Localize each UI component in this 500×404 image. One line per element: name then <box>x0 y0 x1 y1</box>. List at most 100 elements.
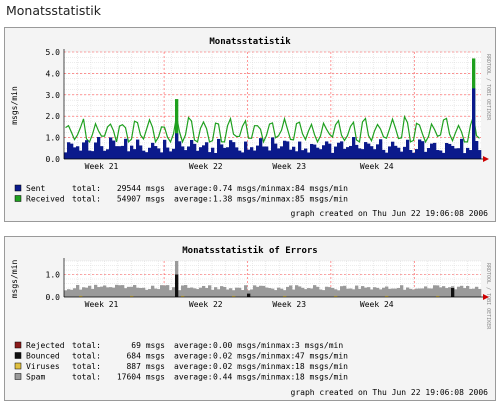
sent-bar <box>172 148 176 159</box>
sent-bar <box>247 149 251 159</box>
spam-bar <box>415 288 419 297</box>
sent-bar <box>337 142 341 159</box>
legend-max-label: max: <box>276 184 295 193</box>
x-tick-label: Week 22 <box>189 300 223 309</box>
sent-bar <box>124 138 128 159</box>
spam-bar <box>475 286 479 297</box>
x-tick-label: Week 24 <box>360 300 394 309</box>
spam-bar <box>472 288 476 297</box>
sent-bar <box>163 139 167 159</box>
sent-bar <box>418 139 422 159</box>
sent-bar <box>421 141 425 159</box>
sent-bar <box>313 144 317 159</box>
sent-bar <box>100 146 104 159</box>
sent-bar <box>448 143 452 159</box>
spam-bar <box>319 289 323 297</box>
spam-bar <box>289 285 293 297</box>
spam-bar <box>202 285 206 297</box>
bounced-bar <box>451 288 455 297</box>
spam-bar <box>148 289 152 297</box>
spam-bar <box>244 285 248 297</box>
sent-bar <box>361 149 365 159</box>
graph-footer: graph created on Thu Jun 22 19:06:08 200… <box>291 388 489 397</box>
spam-bar <box>310 288 314 297</box>
sent-bar <box>466 147 470 159</box>
sent-bar <box>184 150 188 159</box>
legend-average-label: average: <box>174 195 213 204</box>
spam-bar <box>103 285 107 297</box>
spam-bar <box>223 286 227 297</box>
sent-bar <box>292 146 296 159</box>
virus-bar <box>130 295 134 297</box>
legend-total-label: total: <box>72 195 101 204</box>
spam-bar <box>64 290 68 297</box>
spam-bar <box>157 289 161 297</box>
sent-bar <box>67 142 71 159</box>
sent-bar <box>118 146 122 159</box>
legend-total: 54907 msgs <box>117 195 165 204</box>
spam-bar <box>118 285 122 297</box>
spam-bar <box>85 287 89 297</box>
sent-bar <box>379 139 383 159</box>
spam-bar <box>76 284 80 297</box>
virus-bar <box>181 295 185 297</box>
x-axis-arrow <box>483 294 489 300</box>
legend-name: Spam <box>26 373 45 382</box>
spam-bar <box>328 287 332 297</box>
sent-bar <box>385 152 389 159</box>
sent-bar <box>220 144 224 159</box>
sent-bar <box>160 152 164 159</box>
spam-bar <box>232 290 236 297</box>
spam-bar <box>181 285 185 297</box>
spam-bar <box>100 286 104 297</box>
sent-bar <box>193 143 197 159</box>
legend-total-label: total: <box>72 184 101 193</box>
spam-bar <box>190 287 194 297</box>
spam-bar <box>364 287 368 297</box>
spam-bar <box>115 284 119 297</box>
spam-bar <box>394 288 398 297</box>
spam-bar <box>421 288 425 297</box>
legend-total-label: total: <box>72 362 101 371</box>
sent-bar <box>274 143 278 159</box>
spam-bar <box>454 289 458 297</box>
sent-bar <box>226 147 230 159</box>
sent-bar <box>334 146 338 159</box>
legend-swatch <box>14 195 22 202</box>
sent-bar <box>289 149 293 159</box>
sent-bar <box>343 148 347 159</box>
sent-bar <box>460 138 464 159</box>
spam-bar <box>268 288 272 297</box>
received-peak-bar <box>175 99 179 159</box>
legend-max: 85 msgs/min <box>295 195 348 204</box>
spam-bar <box>412 289 416 297</box>
legend-name: Bounced <box>26 352 60 361</box>
sent-bar <box>403 146 407 159</box>
spam-bar <box>457 286 461 297</box>
spam-bar <box>355 285 359 297</box>
spam-bar <box>208 285 212 297</box>
legend-average: 0.00 msgs/min <box>213 341 276 350</box>
legend-swatch <box>14 373 22 380</box>
legend-average-label: average: <box>174 362 213 371</box>
spam-bar <box>88 285 92 297</box>
legend-swatch <box>14 362 22 370</box>
sent-bar <box>217 138 221 159</box>
spam-bar <box>403 289 407 297</box>
sent-bar <box>304 148 308 159</box>
sent-bar <box>349 145 353 159</box>
y-tick-label: 2.0 <box>46 112 61 121</box>
sent-bar <box>331 152 335 159</box>
spam-bar <box>427 288 431 297</box>
spam-bar <box>94 284 98 297</box>
spam-bar <box>379 289 383 297</box>
spam-bar <box>214 287 218 297</box>
sent-bar <box>301 150 305 159</box>
legend-name: Sent <box>26 184 45 193</box>
legend-max: 84 msgs/min <box>295 184 348 193</box>
sent-bar <box>298 141 302 159</box>
spam-bar <box>460 285 464 297</box>
spam-bar <box>424 286 428 297</box>
sent-bar <box>136 139 140 159</box>
